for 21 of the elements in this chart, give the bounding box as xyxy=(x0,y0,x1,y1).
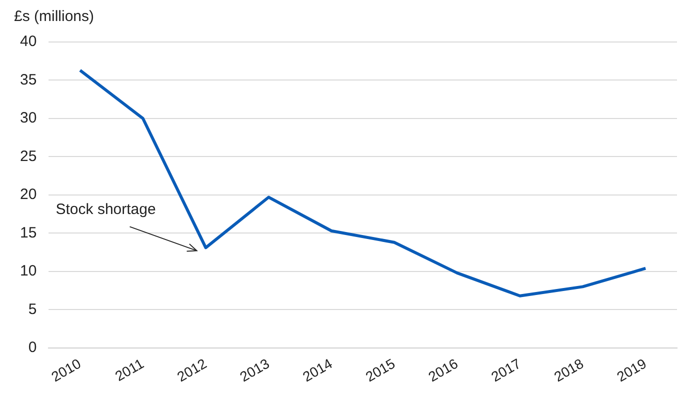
y-tick-label: 35 xyxy=(20,71,37,88)
x-tick-label: 2016 xyxy=(426,355,461,385)
x-tick-label: 2011 xyxy=(112,355,147,384)
x-tick-label: 2017 xyxy=(488,355,524,385)
y-tick-label: 0 xyxy=(28,339,37,356)
y-tick-label: 5 xyxy=(28,300,37,318)
y-tick-label: 25 xyxy=(20,148,37,165)
y-tick-label: 40 xyxy=(20,33,37,50)
y-tick-label: 10 xyxy=(20,262,37,280)
y-tick-label: 30 xyxy=(20,110,37,127)
y-axis-title: £s (millions) xyxy=(14,8,94,25)
x-tick-label: 2015 xyxy=(362,355,398,385)
x-tick-label: 2012 xyxy=(174,355,210,385)
x-tick-label: 2014 xyxy=(300,355,336,385)
x-tick-label: 2010 xyxy=(48,355,84,385)
y-tick-label: 20 xyxy=(20,186,37,204)
x-tick-label: 2018 xyxy=(551,355,586,385)
y-tick-label: 15 xyxy=(20,224,37,242)
x-tick-label: 2013 xyxy=(237,355,272,385)
annotation: Stock shortage xyxy=(56,200,156,218)
x-tick-label: 2019 xyxy=(614,355,650,385)
